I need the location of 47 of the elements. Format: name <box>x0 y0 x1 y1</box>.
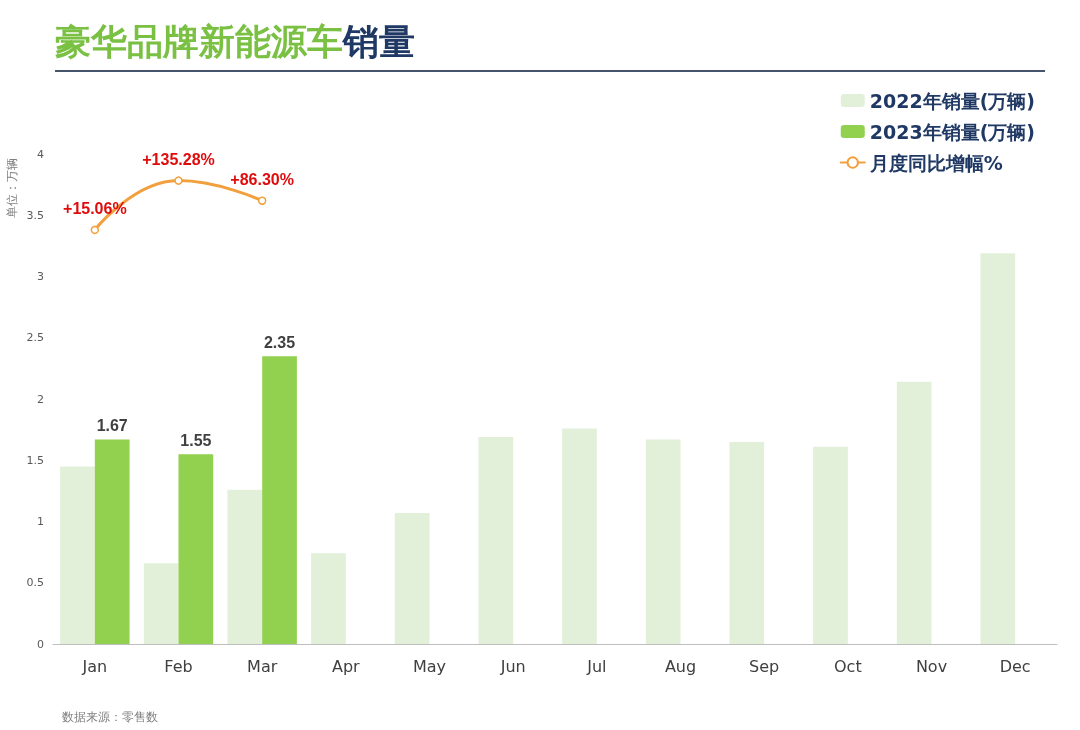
x-tick-label: Mar <box>247 656 278 676</box>
bar <box>262 356 297 644</box>
bar <box>729 441 765 644</box>
legend-label: 2023年销量(万辆) <box>869 120 1035 143</box>
bar <box>896 381 932 644</box>
bar <box>311 553 346 644</box>
x-tick-label: Aug <box>664 656 697 676</box>
y-tick-label: 0 <box>37 637 44 651</box>
bar <box>60 466 95 644</box>
x-tick-label: Feb <box>164 656 193 676</box>
data-label: +86.30% <box>230 170 294 188</box>
y-tick-label: 2.5 <box>26 331 44 345</box>
chart-title: 豪华品牌新能源车销量 <box>55 21 415 62</box>
x-tick-label: May <box>412 656 447 676</box>
bar <box>645 439 681 644</box>
data-label: 2.35 <box>263 333 296 351</box>
y-tick-label: 4 <box>37 147 44 161</box>
y-axis-title: 单位：万辆 <box>5 158 19 218</box>
bar <box>980 253 1016 644</box>
source-note: 数据来源：零售数 <box>62 709 158 725</box>
bar <box>143 563 179 644</box>
x-tick-label: Jul <box>586 656 607 676</box>
y-tick-label: 2 <box>37 392 44 406</box>
data-label: 1.55 <box>180 431 212 449</box>
data-label: 1.67 <box>96 416 128 434</box>
bar <box>813 446 848 644</box>
bar <box>562 428 597 644</box>
legend-label: 2022年销量(万辆) <box>869 89 1035 112</box>
bar <box>478 436 514 644</box>
y-tick-label: 1 <box>37 515 44 528</box>
bar <box>227 489 263 644</box>
x-tick-label: Jan <box>81 656 108 676</box>
x-tick-label: Nov <box>915 656 948 676</box>
x-tick-label: Dec <box>999 656 1031 676</box>
x-tick-label: Jun <box>499 656 526 676</box>
y-tick-label: 3 <box>37 270 44 283</box>
x-tick-label: Sep <box>749 656 780 676</box>
bar <box>394 512 430 644</box>
legend-label: 月度同比增幅% <box>868 151 1003 174</box>
bar <box>94 439 130 644</box>
data-label: +135.28% <box>142 150 215 168</box>
x-tick-label: Apr <box>331 656 361 676</box>
bar <box>178 454 214 644</box>
x-tick-label: Oct <box>834 656 862 676</box>
y-tick-label: 3.5 <box>26 208 44 222</box>
y-tick-label: 0.5 <box>26 576 44 590</box>
y-tick-label: 1.5 <box>26 453 44 467</box>
